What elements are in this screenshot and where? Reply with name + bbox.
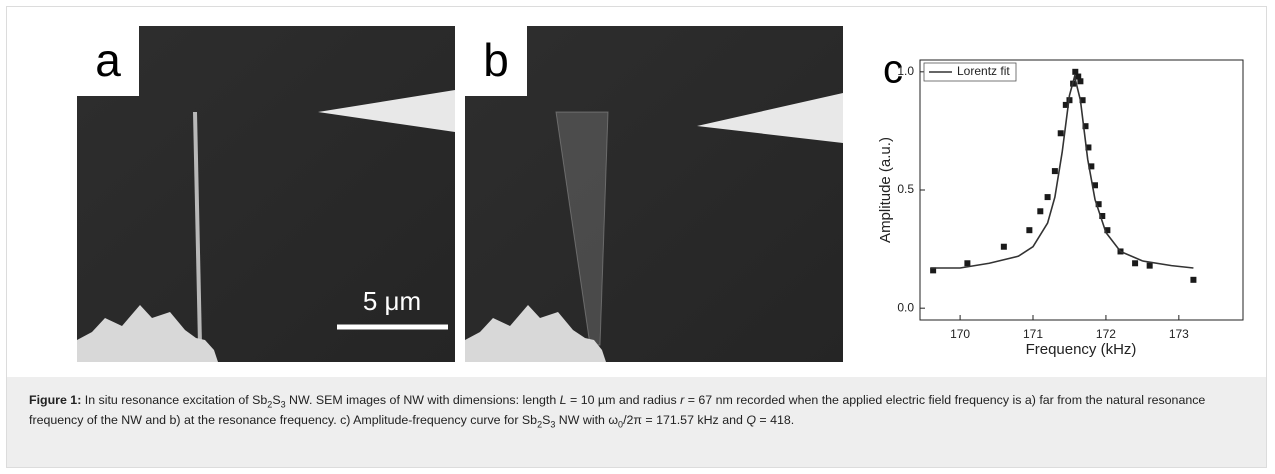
data-point — [1001, 244, 1007, 250]
y-tick-label: 0.5 — [897, 182, 914, 196]
data-point — [1052, 168, 1058, 174]
fit-line — [931, 77, 1193, 268]
caption-text: NW with ω — [555, 413, 618, 427]
caption-text: S — [272, 393, 280, 407]
y-tick-label: 0.0 — [897, 300, 914, 314]
data-point — [1077, 78, 1083, 84]
x-tick-label: 173 — [1169, 327, 1189, 341]
data-point — [1058, 130, 1064, 136]
legend-label: Lorentz fit — [957, 64, 1010, 78]
data-point — [1132, 260, 1138, 266]
scale-bar-label: 5 μm — [363, 286, 421, 316]
caption-text: = 10 µm and radius — [567, 393, 681, 407]
caption-text: = 418. — [756, 413, 794, 427]
caption-text: NW. SEM images of NW with dimensions: le… — [286, 393, 560, 407]
data-point — [1026, 227, 1032, 233]
caption-symbol: L — [560, 393, 567, 407]
caption-text: /2π = 171.57 kHz and — [623, 413, 746, 427]
x-tick-label: 170 — [950, 327, 970, 341]
caption-symbol: Q — [746, 413, 756, 427]
x-tick-label: 171 — [1023, 327, 1043, 341]
caption-text: In situ resonance excitation of Sb — [81, 393, 267, 407]
data-point — [1045, 194, 1051, 200]
data-point — [964, 260, 970, 266]
panel-label: a — [95, 34, 121, 86]
data-point — [1037, 208, 1043, 214]
panel-label: b — [483, 34, 509, 86]
data-point — [1147, 263, 1153, 269]
y-axis-label: Amplitude (a.u.) — [877, 137, 894, 243]
x-axis-label: Frequency (kHz) — [1026, 341, 1137, 358]
data-point — [1190, 277, 1196, 283]
caption-label: Figure 1: — [29, 393, 81, 407]
caption: Figure 1: In situ resonance excitation o… — [7, 377, 1266, 467]
y-tick-label: 1.0 — [897, 64, 914, 78]
x-tick-label: 172 — [1096, 327, 1116, 341]
